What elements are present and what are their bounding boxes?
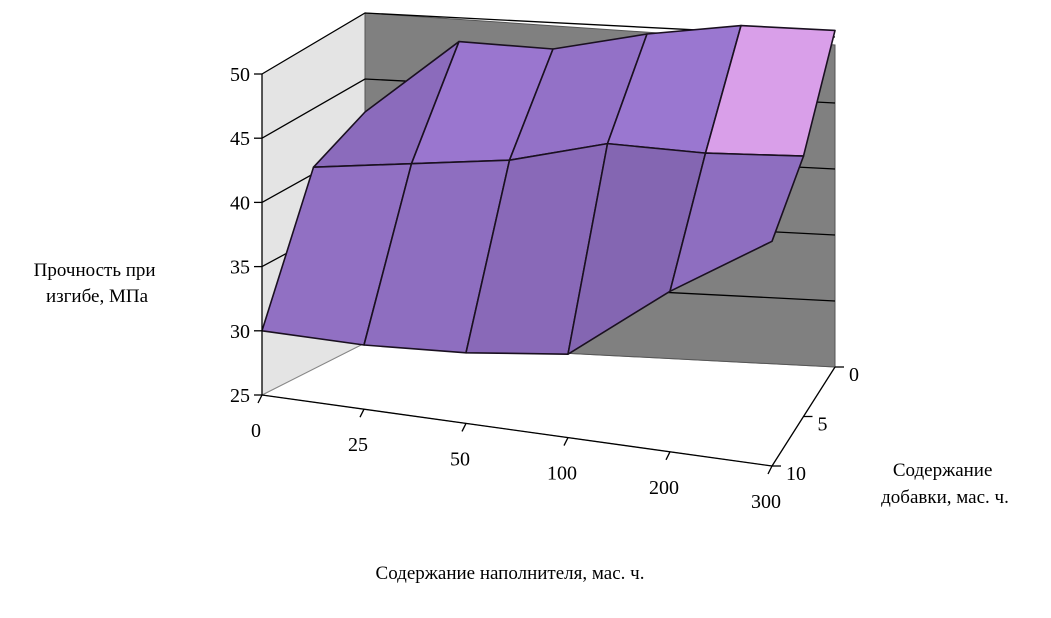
z-tick-label: 25 — [230, 385, 250, 407]
z-axis-title: Прочность при изгибе, МПа — [34, 260, 161, 307]
y-tick-label: 10 — [786, 463, 806, 485]
x-tick — [665, 451, 671, 461]
x-tick-label: 25 — [348, 434, 368, 456]
z-tick-label: 45 — [230, 128, 250, 150]
z-tick-label: 35 — [230, 257, 250, 279]
surface-patch — [669, 152, 805, 293]
x-tick — [563, 437, 569, 446]
x-axis-line — [261, 394, 773, 467]
x-tick-label: 200 — [649, 477, 679, 499]
x-axis-title: Содержание наполнителя, мас. ч. — [376, 563, 645, 584]
x-tick-label: 0 — [251, 420, 261, 442]
x-tick — [461, 423, 467, 432]
z-gridline — [261, 12, 836, 75]
z-tick-label: 40 — [230, 192, 250, 214]
x-tick-label: 300 — [751, 491, 781, 513]
surface-plot — [261, 24, 836, 355]
x-tick-label: 100 — [547, 463, 577, 485]
x-tick — [257, 394, 263, 404]
z-tick-label: 30 — [230, 321, 250, 343]
x-tick-label: 50 — [450, 448, 470, 470]
y-tick-label: 0 — [849, 364, 859, 386]
y-tick-label: 5 — [818, 414, 828, 436]
x-tick — [767, 465, 773, 475]
z-tick-label: 50 — [230, 64, 250, 86]
y-axis-title: Содержание добавки, мас. ч. — [881, 460, 1009, 508]
x-tick — [359, 408, 365, 418]
